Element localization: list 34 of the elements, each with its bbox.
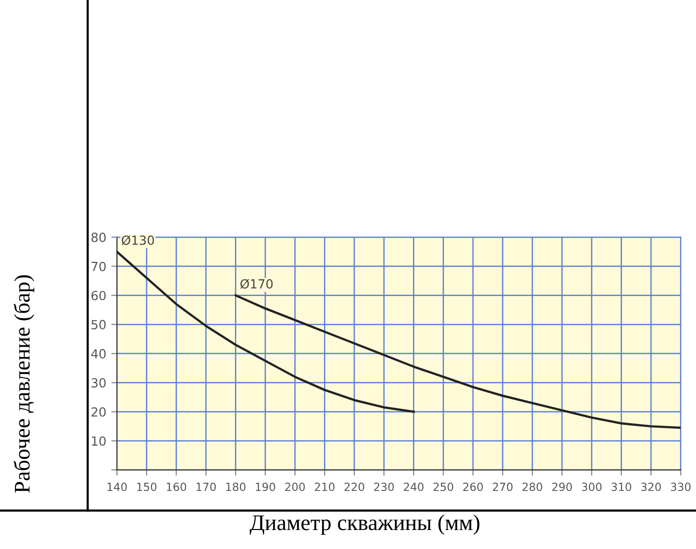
x-tick-label: 180: [226, 482, 246, 492]
x-tick-label: 310: [612, 482, 632, 492]
y-tick-label: 80: [91, 232, 106, 242]
x-tick-label: 260: [463, 482, 483, 492]
y-tick-label: 20: [92, 407, 106, 417]
x-tick-label: 240: [404, 482, 424, 492]
x-tick-label: 220: [344, 482, 364, 492]
x-axis-title: Диаметр скважины (мм): [250, 514, 480, 535]
x-tick-label: 200: [285, 482, 305, 492]
line-series: [116, 250, 415, 413]
line-series: [234, 294, 681, 429]
series-label: Ø130: [122, 235, 154, 246]
x-tick-label: 170: [196, 482, 216, 492]
y-axis-title: Рабочее давление (бар): [14, 275, 34, 493]
x-tick-label: 190: [256, 482, 276, 492]
x-tick-label: 270: [492, 482, 513, 492]
x-tick-label: 280: [522, 482, 542, 492]
x-tick-label: 230: [374, 482, 394, 492]
x-tick-label: 300: [582, 482, 602, 492]
y-tick-label: 30: [92, 378, 106, 388]
x-tick-label: 320: [641, 482, 661, 492]
y-tick-label: 10: [92, 436, 106, 446]
y-tick-label: 50: [92, 320, 106, 330]
y-tick-label: 40: [91, 349, 106, 358]
x-tick-label: 150: [137, 482, 156, 492]
series-label: Ø170: [240, 278, 273, 289]
x-tick-label: 250: [434, 482, 454, 492]
x-tick-label: 210: [314, 482, 334, 492]
y-tick-label: 60: [91, 290, 106, 300]
y-tick-label: 70: [92, 262, 106, 272]
x-tick-label: 290: [552, 482, 572, 492]
x-tick-label: 160: [166, 482, 186, 492]
x-tick-label: 140: [108, 482, 127, 492]
x-tick-label: 330: [670, 482, 691, 492]
